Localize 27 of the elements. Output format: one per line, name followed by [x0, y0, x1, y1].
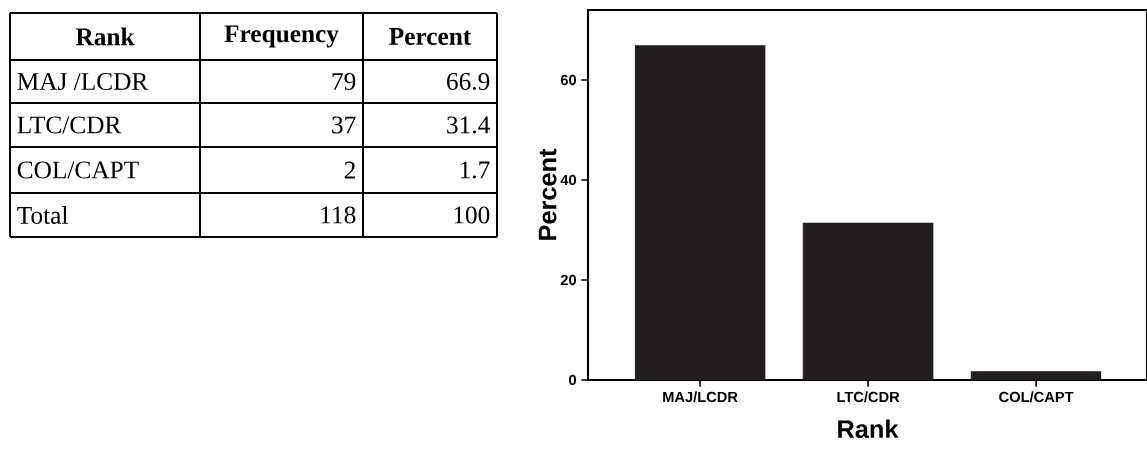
y-tick-label: 40 — [560, 174, 577, 186]
y-axis-title: Percent — [538, 148, 557, 240]
bar — [802, 222, 934, 380]
y-tick-label: 20 — [560, 274, 577, 286]
text: Percent — [389, 28, 472, 45]
x-axis-title: Rank — [838, 419, 899, 439]
bar — [970, 371, 1102, 380]
data-label: 100 — [454, 206, 490, 224]
data-label: 118 — [321, 206, 356, 224]
x-tick-label: COL/CAPT — [999, 391, 1074, 403]
category-label: MAJ /LCDR — [17, 72, 149, 91]
data-label: 37 — [332, 116, 356, 134]
data-label: 1.7 — [460, 161, 490, 179]
data-label: 2 — [344, 161, 355, 179]
data-label: 31.4 — [447, 116, 490, 134]
x-tick-label: MAJ/LCDR — [663, 391, 738, 403]
bar — [634, 45, 766, 380]
y-tick-label: 0 — [569, 374, 577, 386]
data-label: 66.9 — [447, 72, 490, 91]
category-label: LTC/CDR — [17, 116, 122, 134]
text: Rank — [75, 27, 135, 46]
category-label: Total — [17, 206, 68, 224]
y-tick-label: 60 — [560, 74, 577, 86]
x-tick-label: LTC/CDR — [837, 391, 900, 403]
category-label: COL/CAPT — [17, 161, 139, 179]
data-label: 79 — [332, 72, 356, 91]
text: Frequency — [224, 25, 339, 48]
